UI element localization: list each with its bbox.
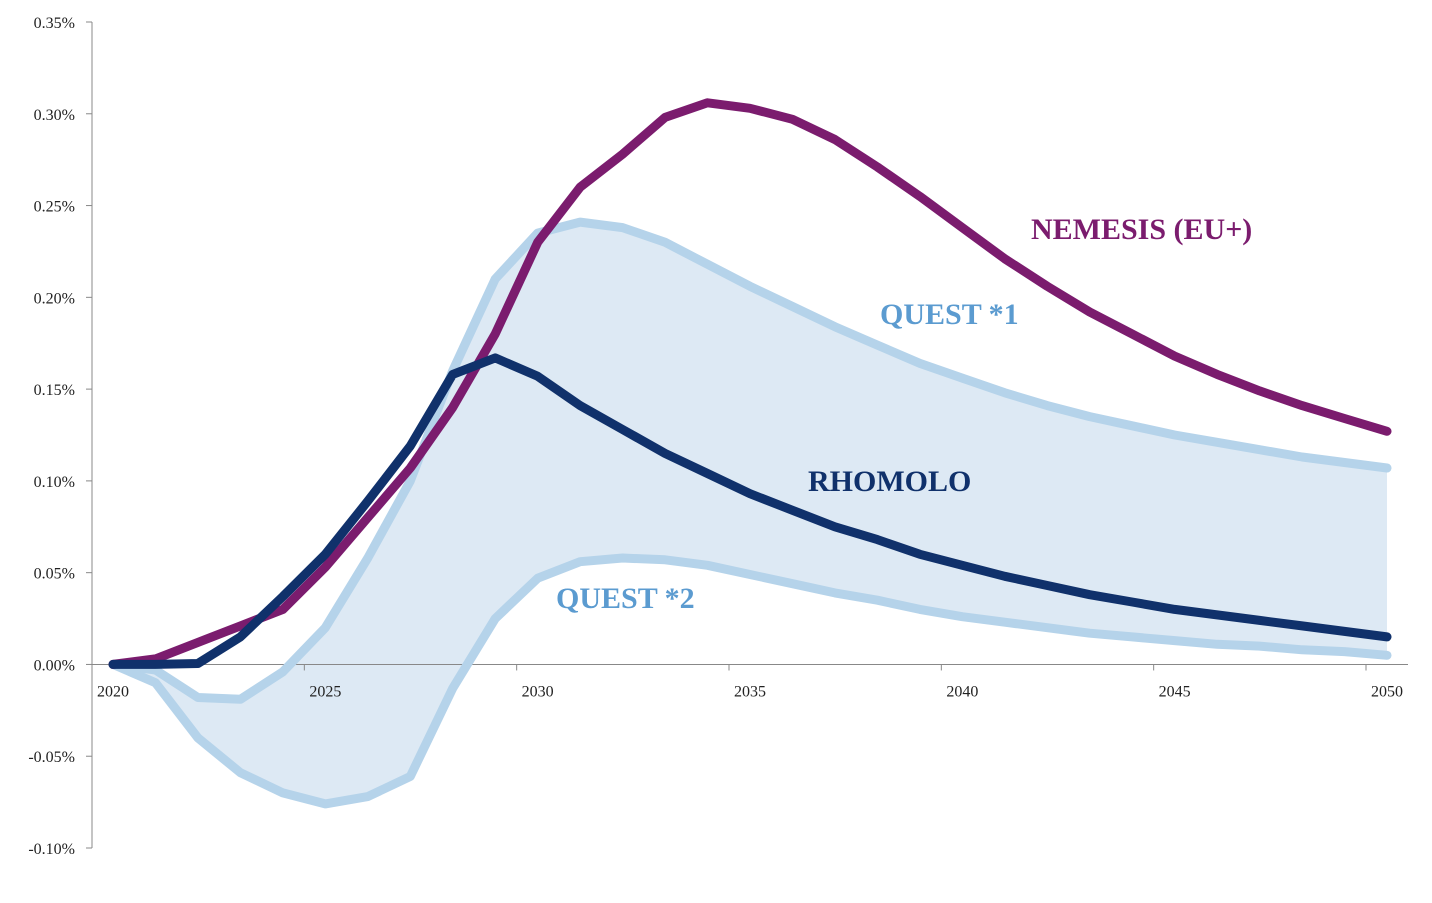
x-tick-label: 2025 bbox=[309, 683, 341, 700]
series-label-nemesis: NEMESIS (EU+) bbox=[1031, 213, 1252, 246]
series-line-quest-2 bbox=[108, 553, 1392, 809]
shaded-band bbox=[113, 222, 1387, 804]
y-tick-label: 0.35% bbox=[34, 15, 75, 32]
y-tick-label: 0.15% bbox=[34, 382, 75, 399]
series-line-quest-1 bbox=[108, 217, 1392, 704]
series-label-rhomolo: RHOMOLO bbox=[808, 465, 971, 498]
x-tick-label: 2040 bbox=[946, 683, 978, 700]
y-tick-label: 0.30% bbox=[34, 107, 75, 124]
series-line-nemesis-eu bbox=[108, 98, 1392, 669]
x-tick-label: 2045 bbox=[1159, 683, 1191, 700]
x-tick-label: 2020 bbox=[97, 683, 129, 700]
y-tick-label: -0.05% bbox=[28, 749, 75, 766]
series-label-quest2: QUEST *2 bbox=[556, 582, 695, 615]
y-tick-label: 0.00% bbox=[34, 657, 75, 674]
y-tick-label: 0.20% bbox=[34, 290, 75, 307]
x-tick-label: 2035 bbox=[734, 683, 766, 700]
y-tick-label: 0.10% bbox=[34, 474, 75, 491]
x-tick-label: 2030 bbox=[522, 683, 554, 700]
series-label-quest1: QUEST *1 bbox=[880, 298, 1019, 331]
x-tick-label: 2050 bbox=[1371, 683, 1403, 700]
y-tick-label: 0.05% bbox=[34, 566, 75, 583]
y-tick-label: 0.25% bbox=[34, 199, 75, 216]
series-line-rhomolo bbox=[108, 353, 1392, 669]
y-tick-label: -0.10% bbox=[28, 841, 75, 858]
